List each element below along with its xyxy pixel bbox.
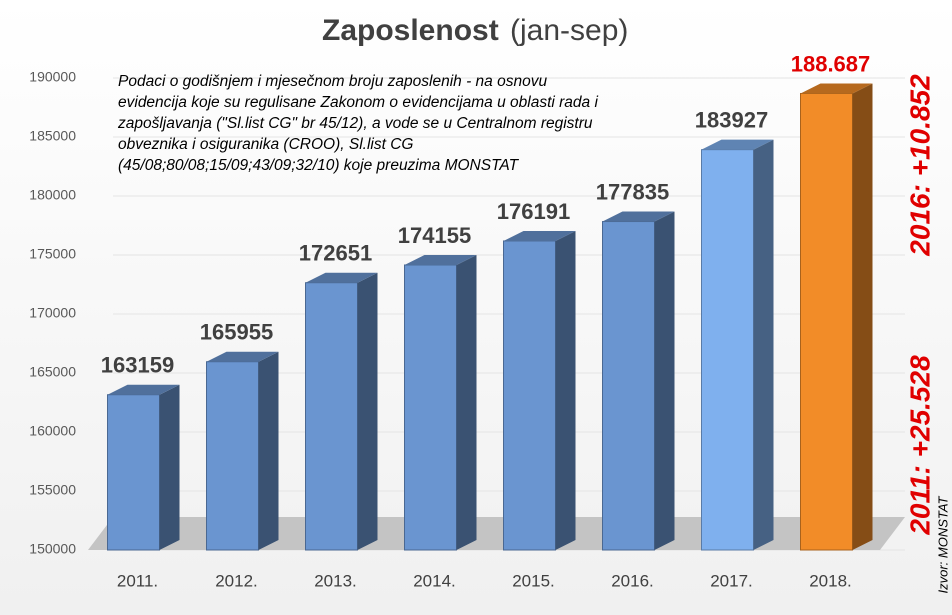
bar-front: [305, 282, 358, 551]
value-label: 177835: [596, 179, 669, 204]
bar-group: [206, 351, 279, 551]
value-label: 183927: [695, 107, 768, 132]
bar-top: [701, 139, 774, 150]
y-tick-label: 175000: [29, 246, 76, 262]
x-tick-label: 2014.: [413, 571, 456, 590]
value-label: 163159: [101, 353, 174, 378]
bar-front: [701, 149, 754, 551]
y-tick-label: 160000: [29, 423, 76, 439]
bar-group: [602, 211, 675, 551]
x-tick-label: 2011.: [117, 571, 158, 590]
bar-group: [701, 139, 774, 551]
y-tick-label: 180000: [29, 187, 76, 203]
bar-group: [404, 254, 477, 551]
bar-front: [503, 240, 556, 551]
chart-subtitle: (jan-sep): [510, 14, 628, 47]
source: Izvor: MONSTAT: [935, 495, 950, 593]
x-tick-label: 2018.: [809, 571, 852, 590]
note-line: evidencija koje su regulisane Zakonom o …: [118, 94, 598, 111]
bar-side: [555, 230, 576, 550]
x-tick-label: 2017.: [710, 571, 753, 590]
bar-top: [404, 254, 477, 265]
y-tick-label: 170000: [29, 305, 76, 321]
value-label: 165955: [200, 320, 273, 345]
bar-side: [753, 139, 774, 550]
x-tick-label: 2016.: [611, 571, 654, 590]
bar-side: [159, 384, 180, 550]
note-line: Podaci o godišnjem i mjesečnom broju zap…: [118, 73, 547, 90]
change-2016: 2016: +10.852: [904, 74, 935, 257]
y-tick-label: 165000: [29, 364, 76, 380]
note-line: (45/08;80/08;15/09;43/09;32/10) koje pre…: [118, 157, 520, 174]
bar-side: [456, 254, 477, 550]
bar-front: [602, 221, 655, 551]
bar-front: [107, 394, 160, 551]
bar-front: [800, 92, 853, 551]
change-2011: 2011: +25.528: [904, 355, 935, 536]
y-tick-label: 185000: [29, 128, 76, 144]
bar-top: [206, 351, 279, 362]
y-tick-label: 150000: [29, 541, 76, 557]
value-label: 188.687: [791, 51, 871, 76]
note-line: obveznika i osiguranika (CROO), Sl.list …: [118, 136, 413, 153]
note-line: zapošljavanja ("Sl.list CG" br 45/12), a…: [117, 115, 593, 132]
bar-top: [107, 384, 180, 395]
bar-group: [305, 272, 378, 551]
bar-group: [503, 230, 576, 551]
chart-title: Zaposlenost: [322, 14, 499, 47]
bar-group: [800, 83, 873, 551]
bar-top: [602, 211, 675, 222]
bar-side: [654, 211, 675, 550]
bar-side: [357, 272, 378, 550]
value-label: 172651: [299, 241, 372, 266]
bar-top: [305, 272, 378, 283]
value-label: 176191: [497, 199, 570, 224]
bar-side: [258, 351, 279, 550]
y-tick-label: 155000: [29, 482, 76, 498]
floor: [88, 517, 905, 550]
bar-front: [404, 264, 457, 551]
x-tick-label: 2012.: [215, 571, 258, 590]
bar-top: [503, 230, 576, 241]
x-tick-label: 2013.: [314, 571, 357, 590]
bar-group: [107, 384, 180, 551]
bar-top: [800, 83, 873, 94]
value-label: 174155: [398, 223, 471, 248]
bar-side: [852, 83, 873, 550]
x-tick-label: 2015.: [512, 571, 555, 590]
y-tick-label: 190000: [29, 69, 76, 85]
bar-front: [206, 361, 259, 551]
